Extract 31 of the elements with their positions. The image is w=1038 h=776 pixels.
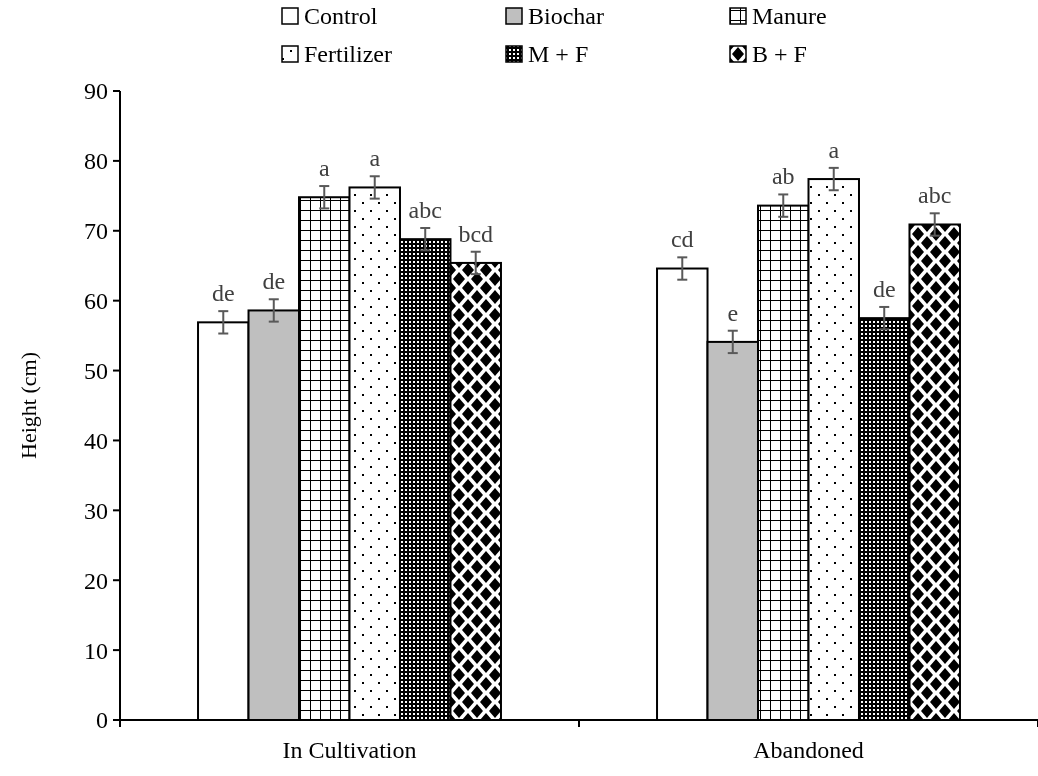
y-tick-label: 20 [84, 567, 108, 594]
data-label: ab [771, 163, 795, 190]
data-label: de [262, 268, 286, 295]
data-label: abc [918, 182, 952, 209]
data-label: e [727, 299, 739, 326]
data-label: a [318, 155, 330, 182]
y-tick-label: 60 [84, 288, 108, 315]
data-label: abc [408, 196, 442, 223]
y-tick-label: 70 [84, 218, 108, 245]
legend-label: Fertilizer [304, 41, 392, 68]
data-label: de [872, 275, 896, 302]
data-label: a [828, 136, 840, 163]
legend-label: Biochar [528, 3, 604, 30]
legend-label: M + F [528, 41, 589, 68]
y-tick-label: 30 [84, 497, 108, 524]
x-tick-label: In Cultivation [282, 737, 417, 763]
y-tick-label: 10 [84, 637, 108, 664]
legend-label: Manure [752, 3, 827, 30]
y-tick-label: 90 [84, 78, 108, 105]
y-tick-label: 40 [84, 427, 108, 454]
y-tick-label: 0 [96, 707, 108, 734]
legend-label: B + F [752, 41, 807, 68]
x-tick-label: Abandoned [753, 737, 864, 763]
data-label: de [211, 280, 235, 307]
legend-label: Control [304, 3, 378, 30]
y-tick-label: 50 [84, 357, 108, 384]
y-axis-title: Height (cm) [16, 352, 41, 459]
data-label: a [369, 145, 381, 172]
data-label: cd [670, 226, 694, 253]
data-label: bcd [458, 220, 494, 247]
y-tick-label: 80 [84, 148, 108, 175]
